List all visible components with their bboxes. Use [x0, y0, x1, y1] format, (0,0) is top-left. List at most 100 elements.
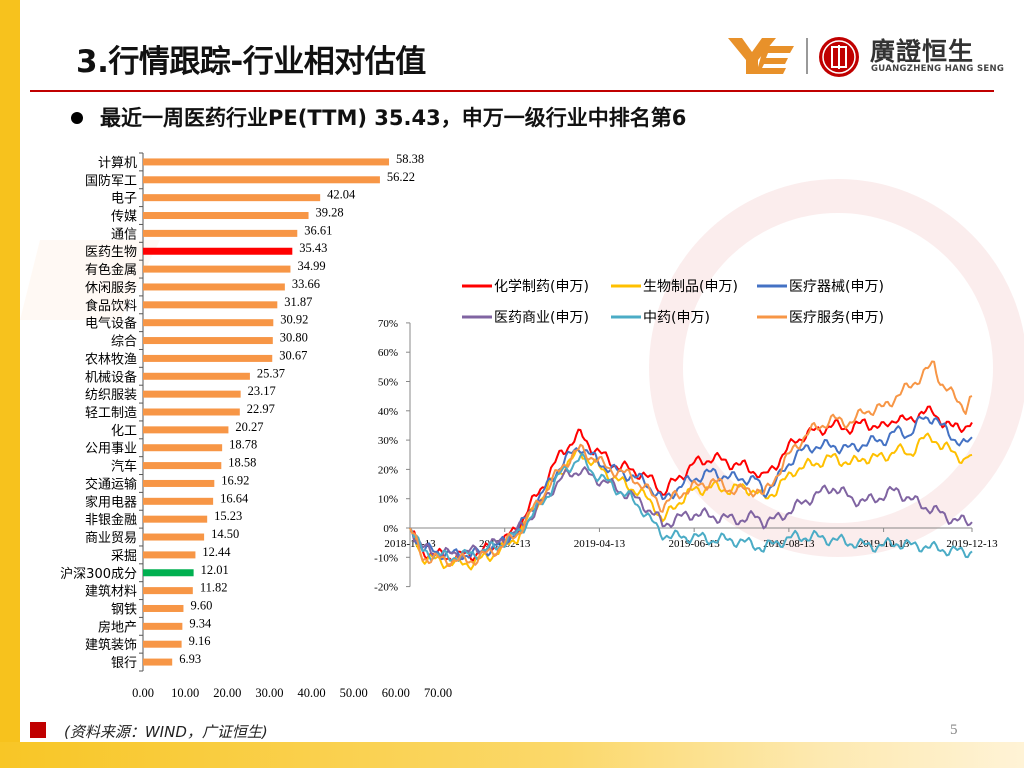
x-tick-label: 2019-12-13: [946, 538, 998, 550]
bar-机械设备: [143, 372, 250, 380]
summary-headline: 最近一周医药行业PE(TTM) 35.43，申万一级行业中排名第6: [100, 106, 687, 130]
bar-休闲服务: [143, 283, 285, 291]
value-label: 36.61: [304, 223, 332, 237]
bar-汽车: [143, 462, 222, 470]
bar-交通运输: [143, 479, 215, 487]
title-divider: [30, 90, 994, 92]
y-tick-label: 50%: [378, 377, 398, 389]
legend-label: 医疗器械(申万): [789, 279, 884, 295]
y-tick-label: 30%: [378, 435, 398, 447]
value-label: 35.43: [299, 241, 327, 255]
y-tick-label: -10%: [374, 552, 398, 564]
bar-化工: [143, 426, 229, 434]
value-label: 33.66: [292, 277, 320, 291]
bar-纺织服装: [143, 390, 241, 398]
y-tick-label: 60%: [378, 347, 398, 359]
category-label: 钢铁: [111, 602, 137, 617]
y-tick-label: 40%: [378, 406, 398, 418]
bar-电子: [143, 194, 321, 202]
y-tick-label: -20%: [374, 582, 398, 594]
series-line: [409, 360, 973, 567]
legend-label: 医药商业(申万): [494, 310, 589, 326]
category-label: 有色金属: [85, 262, 137, 278]
value-label: 15.23: [214, 509, 242, 523]
bullet-icon: [71, 112, 83, 124]
company-logo: 廣證恒生 GUANGZHENG HANG SENG: [728, 30, 1004, 82]
category-label: 休闲服务: [85, 280, 137, 296]
category-label: 纺织服装: [85, 388, 137, 403]
x-tick-label: 0.00: [132, 686, 154, 700]
legend-label: 生物制品(申万): [643, 279, 738, 295]
value-label: 23.17: [248, 384, 276, 398]
value-label: 58.38: [396, 152, 424, 166]
value-label: 11.82: [200, 581, 228, 595]
bar-轻工制造: [143, 408, 240, 416]
data-source-note: (资料来源：WIND，广证恒生): [64, 723, 268, 741]
x-tick-label: 40.00: [298, 686, 326, 700]
bar-电气设备: [143, 319, 274, 327]
x-tick-label: 20.00: [213, 686, 241, 700]
category-label: 国防军工: [85, 173, 137, 189]
value-label: 31.87: [284, 295, 312, 309]
bar-食品饮料: [143, 301, 278, 309]
ye-logo-icon: [728, 38, 794, 74]
source-marker-icon: [30, 722, 46, 738]
legend-label: 化学制药(申万): [494, 279, 589, 295]
logo-divider: [806, 38, 808, 74]
bar-医药生物: [143, 247, 293, 255]
value-label: 20.27: [235, 420, 263, 434]
category-label: 建筑装饰: [85, 637, 137, 653]
value-label: 25.37: [257, 366, 285, 380]
bar-家用电器: [143, 497, 214, 505]
x-tick-label: 2019-04-13: [574, 538, 626, 550]
seal-icon: [819, 37, 859, 77]
value-label: 18.78: [229, 438, 257, 452]
series-line: [409, 415, 973, 561]
bar-国防军工: [143, 176, 380, 184]
value-label: 42.04: [327, 188, 356, 202]
value-label: 12.44: [202, 545, 231, 559]
value-label: 14.50: [211, 527, 239, 541]
bar-沪深300成分: [143, 569, 194, 577]
value-label: 39.28: [316, 206, 344, 220]
y-tick-label: 10%: [378, 494, 398, 506]
bar-钢铁: [143, 604, 184, 612]
left-accent-bar: [0, 0, 20, 768]
bar-银行: [143, 658, 173, 666]
bar-计算机: [143, 158, 390, 166]
value-label: 30.92: [280, 313, 308, 327]
value-label: 9.60: [190, 598, 212, 612]
value-label: 34.99: [297, 259, 325, 273]
category-label: 交通运输: [85, 476, 137, 492]
x-tick-label: 70.00: [424, 686, 452, 700]
category-label: 商业贸易: [85, 531, 137, 546]
bar-传媒: [143, 212, 309, 220]
category-label: 汽车: [111, 459, 137, 475]
y-tick-label: 20%: [378, 464, 398, 476]
value-label: 56.22: [387, 170, 415, 184]
page-title: 3.行情跟踪-行业相对估值: [76, 44, 426, 80]
bar-商业贸易: [143, 533, 205, 541]
x-tick-label: 2019-06-13: [668, 538, 720, 550]
category-label: 通信: [111, 227, 137, 242]
category-label: 电子: [111, 192, 137, 207]
bar-通信: [143, 229, 298, 237]
category-label: 机械设备: [85, 369, 137, 385]
y-tick-label: 70%: [378, 318, 398, 330]
value-label: 16.92: [221, 473, 249, 487]
series-line: [409, 466, 973, 561]
category-label: 食品饮料: [85, 298, 137, 314]
bar-采掘: [143, 551, 196, 559]
value-label: 12.01: [201, 563, 229, 577]
category-label: 计算机: [98, 156, 137, 171]
x-tick-label: 60.00: [382, 686, 410, 700]
x-tick-label: 50.00: [340, 686, 368, 700]
bar-公用事业: [143, 444, 223, 452]
page-number: 5: [950, 722, 958, 738]
category-label: 医药生物: [85, 245, 137, 260]
category-label: 沪深300成分: [60, 566, 137, 582]
value-label: 9.16: [189, 634, 211, 648]
category-label: 银行: [111, 656, 137, 671]
